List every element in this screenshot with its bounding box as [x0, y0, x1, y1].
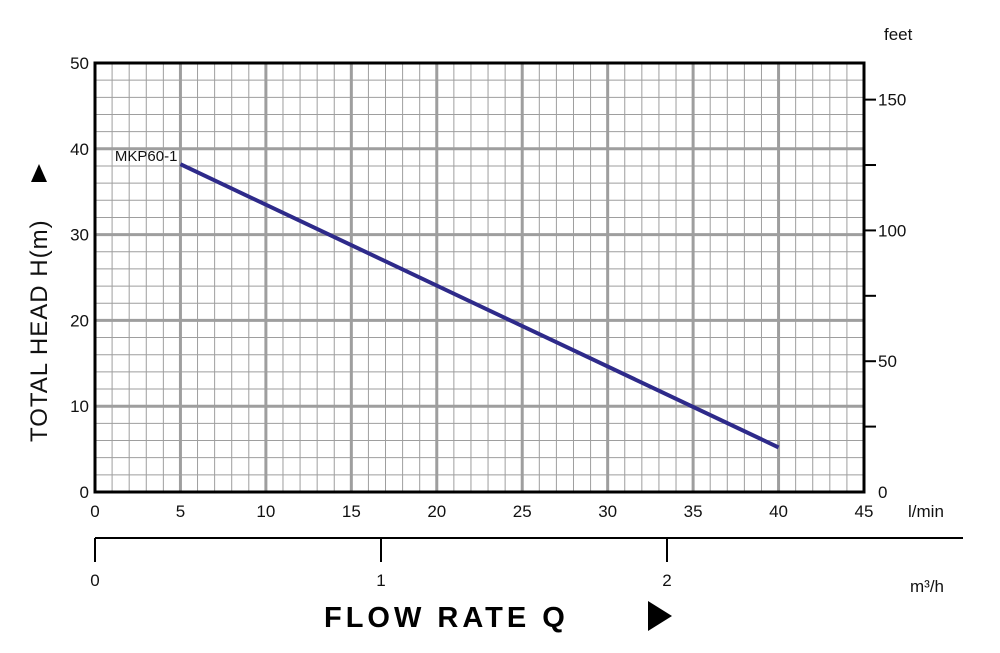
y-tick-label: 50	[70, 54, 89, 73]
y-tick-label: 20	[70, 311, 89, 330]
y2-unit-label: feet	[884, 25, 913, 44]
x-tick-label: 30	[598, 502, 617, 521]
x-axis-title: FLOW RATE Q	[324, 602, 569, 634]
y-axis-arrow-icon	[31, 164, 47, 182]
x-unit-label: l/min	[908, 502, 944, 521]
x-tick-label: 20	[427, 502, 446, 521]
y-tick-label: 0	[80, 483, 89, 502]
y-tick-labels: 0 10 20 30 40 50	[70, 54, 89, 502]
y2-tick-label: 150	[878, 91, 906, 110]
x-tick-label: 45	[855, 502, 874, 521]
y-axis-title: TOTAL HEAD H(m)	[26, 219, 53, 442]
major-grid	[95, 63, 864, 492]
x2-tick-label: 1	[376, 571, 385, 590]
series-lines: MKP60-1	[115, 148, 780, 450]
y-tick-label: 30	[70, 226, 89, 245]
x2-unit-label: m³/h	[910, 577, 944, 596]
y2-tick-label: 50	[878, 352, 897, 371]
minor-grid	[95, 63, 864, 492]
x-tick-label: 35	[684, 502, 703, 521]
series-line-mkp60-1	[179, 162, 780, 450]
x2-tick-label: 2	[662, 571, 671, 590]
x-tick-label: 0	[90, 502, 99, 521]
x-tick-label: 10	[256, 502, 275, 521]
y2-tick-label: 0	[878, 483, 887, 502]
x-tick-label: 40	[769, 502, 788, 521]
x2-tick-label: 0	[90, 571, 99, 590]
x-tick-label: 5	[176, 502, 185, 521]
x-tick-label: 25	[513, 502, 532, 521]
series-label: MKP60-1	[115, 148, 178, 165]
right-feet-axis: 0 50 100 150	[864, 91, 906, 502]
y-tick-label: 10	[70, 397, 89, 416]
m3h-axis: 0 1 2	[90, 537, 963, 590]
y2-tick-label: 100	[878, 221, 906, 240]
y-tick-label: 40	[70, 140, 89, 159]
x-tick-label: 15	[342, 502, 361, 521]
plot-frame	[93, 61, 866, 494]
x-tick-labels: 0 5 10 15 20 25 30 35 40 45	[90, 502, 873, 521]
x-axis-arrow-icon	[648, 601, 672, 631]
